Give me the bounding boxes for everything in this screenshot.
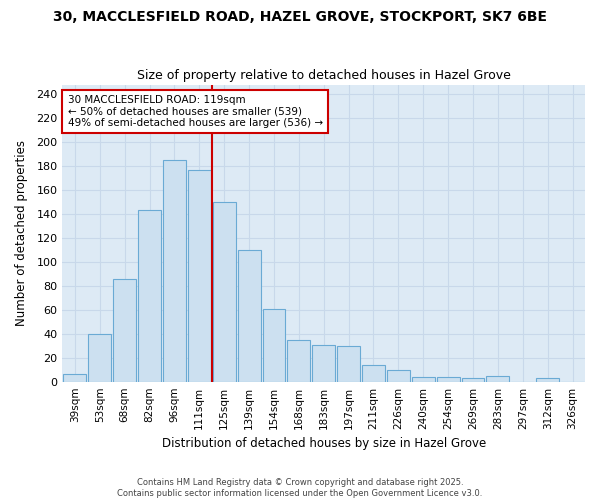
Title: Size of property relative to detached houses in Hazel Grove: Size of property relative to detached ho…: [137, 69, 511, 82]
Bar: [536, 378, 559, 382]
Bar: [238, 250, 260, 382]
Bar: [88, 334, 111, 382]
Bar: [412, 377, 435, 382]
Bar: [287, 340, 310, 382]
Bar: [362, 365, 385, 382]
Y-axis label: Number of detached properties: Number of detached properties: [15, 140, 28, 326]
Bar: [213, 202, 236, 382]
Bar: [387, 370, 410, 382]
Bar: [461, 378, 484, 382]
Bar: [163, 160, 186, 382]
Bar: [113, 278, 136, 382]
Bar: [64, 374, 86, 382]
Bar: [138, 210, 161, 382]
Text: Contains HM Land Registry data © Crown copyright and database right 2025.
Contai: Contains HM Land Registry data © Crown c…: [118, 478, 482, 498]
Bar: [263, 308, 286, 382]
X-axis label: Distribution of detached houses by size in Hazel Grove: Distribution of detached houses by size …: [161, 437, 486, 450]
Text: 30, MACCLESFIELD ROAD, HAZEL GROVE, STOCKPORT, SK7 6BE: 30, MACCLESFIELD ROAD, HAZEL GROVE, STOC…: [53, 10, 547, 24]
Bar: [312, 344, 335, 382]
Text: 30 MACCLESFIELD ROAD: 119sqm
← 50% of detached houses are smaller (539)
49% of s: 30 MACCLESFIELD ROAD: 119sqm ← 50% of de…: [68, 95, 323, 128]
Bar: [487, 376, 509, 382]
Bar: [437, 377, 460, 382]
Bar: [337, 346, 360, 382]
Bar: [188, 170, 211, 382]
